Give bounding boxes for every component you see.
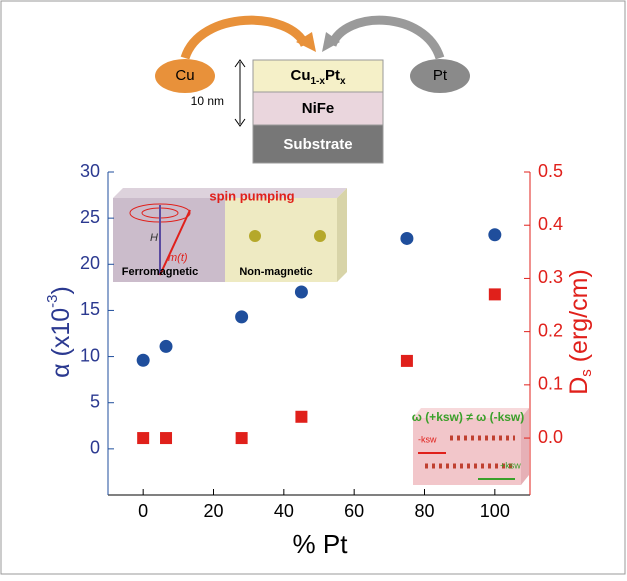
y-tick-label: 30: [80, 161, 100, 181]
x-tick-label: 80: [414, 501, 434, 521]
x-tick-label: 40: [274, 501, 294, 521]
y-tick-label: 10: [80, 345, 100, 365]
nife-label: NiFe: [302, 100, 335, 117]
inset-text: +ksw: [500, 460, 521, 470]
point: [137, 432, 149, 444]
point: [160, 432, 172, 444]
t: x: [340, 76, 346, 87]
point: [488, 228, 501, 241]
y2-tick-label: 0.0: [538, 427, 563, 447]
y2-tick-label: 0.5: [538, 161, 563, 181]
x-tick-label: 60: [344, 501, 364, 521]
inset-text: m(t): [168, 252, 188, 264]
point: [400, 232, 413, 245]
inset-text: Ferromagnetic: [122, 266, 198, 278]
spin-dot: [249, 230, 261, 242]
thickness-label: 10 nm: [191, 94, 224, 108]
spinwave-block: [413, 418, 521, 485]
point: [295, 285, 308, 298]
inset-text: Non-magnetic: [239, 266, 312, 278]
cu-label: Cu: [175, 67, 194, 84]
t: D: [565, 377, 593, 395]
t: α (x10: [47, 308, 75, 378]
inset-text: H: [150, 232, 158, 244]
t: Pt: [325, 67, 340, 84]
point: [401, 355, 413, 367]
y-tick-label: 20: [80, 253, 100, 273]
y2-tick-label: 0.3: [538, 267, 563, 287]
x-tick-label: 20: [203, 501, 223, 521]
y2-tick-label: 0.2: [538, 320, 563, 340]
y2-tick-label: 0.1: [538, 374, 563, 394]
pt-label: Pt: [433, 67, 448, 84]
spin-dot: [314, 230, 326, 242]
point: [295, 411, 307, 423]
x-tick-label: 0: [138, 501, 148, 521]
y-tick-label: 5: [90, 391, 100, 411]
t: 1-x: [310, 76, 325, 87]
y-tick-label: 0: [90, 438, 100, 458]
inset-text: spin pumping: [209, 188, 294, 203]
inset-text: ω (+ksw) ≠ ω (-ksw): [412, 410, 525, 424]
x-axis-title: % Pt: [293, 529, 349, 559]
block-side: [337, 188, 347, 282]
y2-tick-label: 0.4: [538, 214, 563, 234]
point: [236, 432, 248, 444]
figure: Cu Pt Cu1-xPtx NiFe Substrate 10 nm spin…: [0, 0, 627, 576]
y-tick-label: 15: [80, 299, 100, 319]
point: [137, 354, 150, 367]
t: -3: [44, 294, 61, 307]
inset-text: -ksw: [418, 434, 437, 444]
point: [489, 288, 501, 300]
t: (erg/cm): [565, 269, 593, 369]
t: Cu: [290, 67, 310, 84]
point: [235, 310, 248, 323]
t: s: [578, 369, 595, 377]
t: ): [47, 286, 75, 294]
point: [160, 340, 173, 353]
x-tick-label: 100: [480, 501, 510, 521]
y-tick-label: 25: [80, 207, 100, 227]
substrate-label: Substrate: [283, 136, 352, 153]
